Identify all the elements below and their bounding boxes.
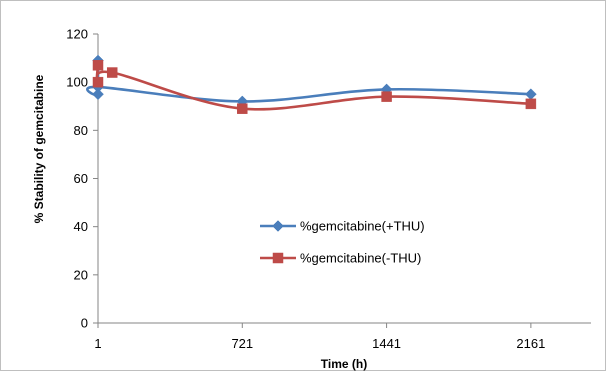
axes [97,34,591,324]
y-tick-label: 100 [66,75,88,90]
y-tick-label: 60 [74,171,88,186]
y-tick-label: 0 [81,316,88,331]
data-point [525,98,537,110]
legend-swatch-marker [272,220,284,232]
x-tick-label: 2161 [516,336,545,351]
data-point [525,88,537,101]
y-axis-ticks: 0 20 40 60 80 100 120 [66,27,98,331]
legend-swatch-marker [272,252,284,264]
y-axis-title: % Stability of gemcitabine [32,74,46,223]
data-point [237,103,248,114]
y-tick-label: 20 [74,267,88,282]
y-tick-label: 40 [74,219,88,234]
data-point [381,91,392,102]
data-point [92,60,104,71]
series-line [86,59,533,103]
legend-label: %gemcitabine(-THU) [300,251,421,266]
x-axis-ticks: 1 721 1441 2161 [94,323,545,351]
x-tick-label: 721 [231,336,253,351]
legend-label: %gemcitabine(+THU) [300,219,425,234]
x-tick-label: 1441 [372,336,401,351]
legend-item-2: %gemcitabine(-THU) [260,251,421,266]
data-point [92,88,104,101]
legend: %gemcitabine(+THU) %gemcitabine(-THU) [260,219,425,266]
series-line [95,64,533,111]
x-tick-label: 1 [94,336,101,351]
legend-item-1: %gemcitabine(+THU) [260,219,425,234]
series-2 [92,60,537,114]
data-point [106,67,118,78]
series-layer [86,54,537,114]
x-axis-title: Time (h) [321,357,367,371]
data-point [92,76,104,88]
y-tick-label: 80 [74,123,88,138]
y-tick-label: 120 [66,27,88,42]
